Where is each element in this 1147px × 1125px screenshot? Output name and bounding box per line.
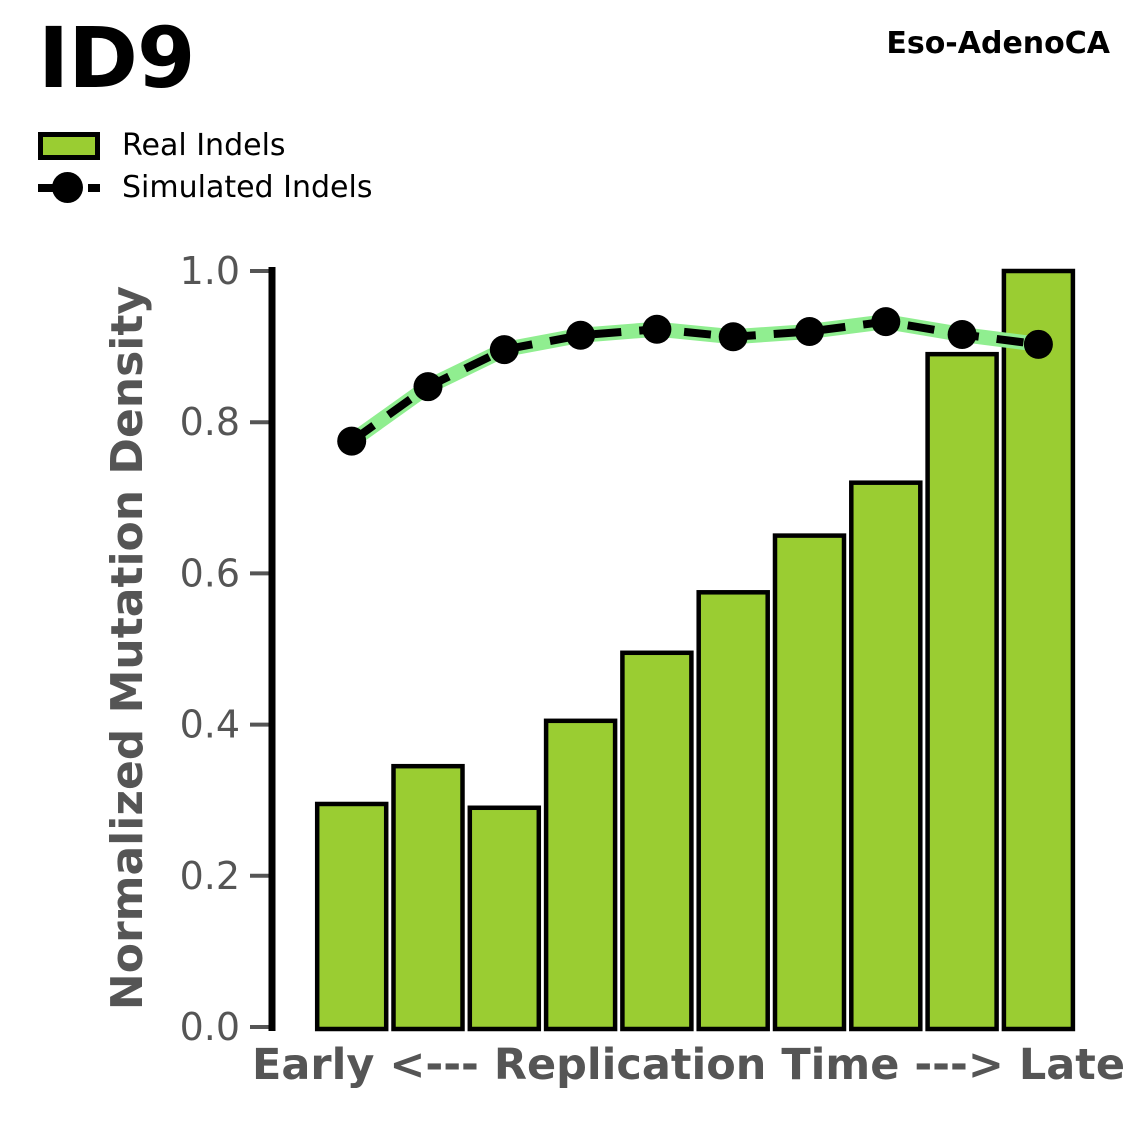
x-axis-title: Early <--- Replication Time ---> Late bbox=[251, 1040, 1126, 1090]
simulated-indels-point bbox=[718, 322, 748, 352]
real-indels-bar bbox=[314, 801, 389, 1032]
cohort-label: Eso-AdenoCA bbox=[886, 26, 1110, 61]
legend-dash-icon bbox=[88, 184, 100, 192]
legend: Real Indels Simulated Indels bbox=[38, 130, 372, 203]
simulated-indels-point bbox=[947, 320, 977, 350]
simulated-indels-point bbox=[642, 314, 672, 344]
legend-dash-icon bbox=[38, 184, 53, 192]
y-tick-label: 0.8 bbox=[180, 400, 240, 444]
y-tick-label: 1.0 bbox=[180, 249, 240, 293]
real-indels-bar bbox=[696, 590, 770, 1032]
real-indels-bar bbox=[467, 805, 542, 1032]
y-tick-label: 0.4 bbox=[180, 703, 240, 747]
plot-title: ID9 bbox=[38, 9, 195, 107]
y-tick-label: 0.0 bbox=[180, 1005, 240, 1049]
simulated-indels-point bbox=[413, 372, 443, 402]
real-indels-bar bbox=[620, 650, 694, 1032]
simulated-indels-point bbox=[566, 320, 596, 350]
real-indels-bar bbox=[849, 480, 923, 1032]
simulated-indels-point bbox=[337, 426, 367, 456]
legend-item-label: Simulated Indels bbox=[122, 169, 373, 205]
real-indels-bar bbox=[925, 351, 999, 1032]
y-tick-label: 0.2 bbox=[180, 854, 240, 898]
real-indels-bar bbox=[1001, 268, 1076, 1032]
y-tick-label: 0.6 bbox=[180, 551, 240, 595]
legend-item-label: Real Indels bbox=[122, 127, 286, 163]
legend-item-simulated-indels: Simulated Indels bbox=[38, 172, 372, 203]
simulated-indels-marker-icon bbox=[38, 172, 100, 203]
simulated-indels-point bbox=[871, 307, 901, 337]
real-indels-bar bbox=[391, 763, 465, 1032]
real-indels-bar bbox=[772, 533, 847, 1032]
real-indels-swatch-icon bbox=[38, 131, 100, 160]
simulated-indels-point bbox=[795, 316, 824, 346]
real-indels-bar bbox=[543, 718, 618, 1032]
simulated-indels-point bbox=[489, 335, 519, 365]
legend-circle-icon bbox=[52, 172, 83, 203]
legend-item-real-indels: Real Indels bbox=[38, 130, 372, 161]
simulated-indels-point bbox=[1023, 329, 1053, 359]
